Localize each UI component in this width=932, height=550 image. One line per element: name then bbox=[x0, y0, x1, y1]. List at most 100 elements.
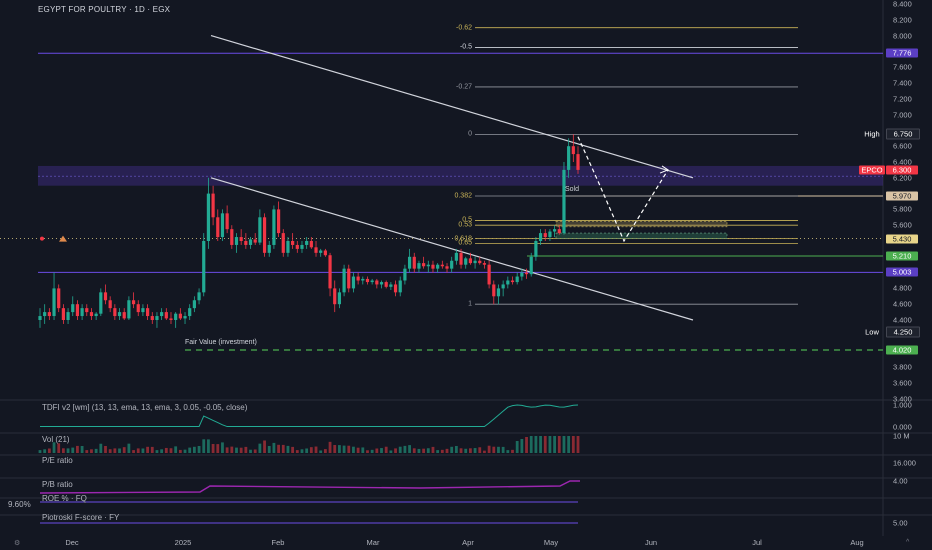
volume-bar bbox=[454, 446, 458, 453]
pb-ratio-line bbox=[39, 480, 580, 494]
candle-body bbox=[576, 154, 580, 170]
price-tag-prefix: EPCO bbox=[859, 165, 885, 175]
volume-bar bbox=[71, 447, 75, 453]
candle-body bbox=[515, 276, 519, 283]
candle-body bbox=[160, 312, 164, 317]
candle-body bbox=[389, 284, 393, 287]
volume-bar bbox=[197, 446, 201, 453]
price-axis-tick: 6.400 bbox=[893, 157, 912, 167]
candle-body bbox=[248, 239, 253, 245]
price-axis-tick: 8.400 bbox=[893, 0, 912, 9]
time-axis-label: Dec bbox=[65, 538, 79, 547]
candle-body bbox=[543, 233, 547, 238]
settings-icon[interactable]: ⚙ bbox=[14, 540, 21, 547]
indicator-axis-label: 10 M bbox=[893, 431, 910, 441]
volume-bar bbox=[534, 436, 538, 453]
fib-level-label: -0.62 bbox=[456, 24, 472, 32]
fib-zone-box bbox=[555, 220, 728, 228]
candle-body bbox=[230, 229, 234, 245]
volume-bar bbox=[216, 444, 220, 453]
volume-bar bbox=[169, 448, 173, 453]
volume-bar bbox=[440, 449, 444, 453]
candle-body bbox=[407, 256, 412, 269]
price-axis-tick: 4.400 bbox=[893, 315, 912, 325]
price-axis-tick: 7.400 bbox=[893, 78, 912, 88]
candle-body bbox=[103, 292, 108, 301]
time-axis-label: Jul bbox=[752, 538, 762, 547]
candle-body bbox=[398, 280, 402, 293]
volume-bar bbox=[286, 445, 290, 453]
candle-body bbox=[141, 308, 145, 313]
candle-body bbox=[267, 244, 271, 253]
candle-body bbox=[192, 300, 196, 309]
volume-bar bbox=[567, 436, 571, 453]
volume-bar bbox=[90, 449, 93, 453]
candle-body bbox=[300, 244, 304, 249]
volume-bar bbox=[267, 446, 271, 453]
volume-bar bbox=[235, 447, 238, 453]
volume-bar bbox=[146, 446, 149, 453]
candle-body bbox=[281, 233, 285, 253]
candle-body bbox=[375, 280, 379, 285]
price-axis-tick: 8.200 bbox=[893, 15, 912, 25]
candle-body bbox=[57, 288, 61, 309]
candle-body bbox=[220, 213, 225, 238]
volume-bar bbox=[239, 447, 243, 453]
candle-body bbox=[323, 250, 327, 256]
volume-bar bbox=[118, 448, 121, 453]
indicator-pane-label: P/B ratio bbox=[42, 480, 73, 489]
volume-bar bbox=[408, 445, 411, 453]
price-axis-tick: 4.600 bbox=[893, 299, 912, 309]
price-axis-tick: 5.600 bbox=[893, 220, 912, 230]
candle-body bbox=[333, 288, 337, 305]
candle-body bbox=[113, 308, 117, 317]
candle-body bbox=[174, 313, 178, 320]
candle-body bbox=[272, 209, 276, 245]
volume-bar bbox=[473, 448, 477, 453]
volume-bar bbox=[225, 447, 229, 453]
candle-body bbox=[131, 300, 136, 305]
price-tag-prefix: High bbox=[864, 129, 880, 139]
indicator-axis-label: 5.00 bbox=[893, 518, 908, 528]
volume-bar bbox=[61, 448, 65, 453]
lower-trendline bbox=[210, 177, 694, 321]
candle-body bbox=[253, 239, 257, 243]
volume-bar bbox=[80, 446, 84, 453]
volume-bar bbox=[249, 449, 252, 453]
candle-body bbox=[178, 313, 182, 319]
volume-bar bbox=[529, 436, 533, 453]
time-axis-label: 2025 bbox=[174, 538, 192, 547]
volume-bar bbox=[38, 450, 42, 453]
time-axis-label: Jun bbox=[644, 538, 658, 547]
volume-bar bbox=[539, 436, 542, 453]
volume-bar bbox=[122, 447, 126, 453]
volume-bar bbox=[450, 446, 454, 453]
supply-zone bbox=[38, 165, 883, 186]
volume-bar bbox=[370, 449, 374, 453]
volume-bar bbox=[333, 445, 337, 453]
volume-bar bbox=[492, 446, 496, 453]
volume-bar bbox=[211, 444, 215, 453]
volume-bar bbox=[323, 449, 327, 453]
volume-bar bbox=[511, 449, 514, 453]
volume-bar bbox=[328, 441, 332, 453]
volume-bar bbox=[99, 443, 103, 453]
volume-bar bbox=[94, 448, 98, 453]
candle-body bbox=[417, 263, 421, 269]
candle-body bbox=[188, 308, 192, 317]
fib-level-label: 0.618 bbox=[454, 235, 472, 243]
time-axis-label: Apr bbox=[462, 538, 474, 547]
candle-body bbox=[426, 264, 430, 267]
candle-body bbox=[384, 282, 388, 287]
volume-bar bbox=[445, 448, 449, 453]
volume-bar bbox=[85, 450, 89, 453]
expand-icon[interactable]: ^ bbox=[906, 539, 910, 546]
volume-bar bbox=[576, 436, 580, 453]
candle-body bbox=[150, 316, 154, 320]
fib-level-label: 0.5 bbox=[462, 216, 472, 224]
candle-body bbox=[234, 237, 239, 245]
volume-bar bbox=[436, 450, 440, 453]
price-axis-tick: 6.600 bbox=[893, 141, 912, 151]
volume-bar bbox=[47, 448, 51, 453]
